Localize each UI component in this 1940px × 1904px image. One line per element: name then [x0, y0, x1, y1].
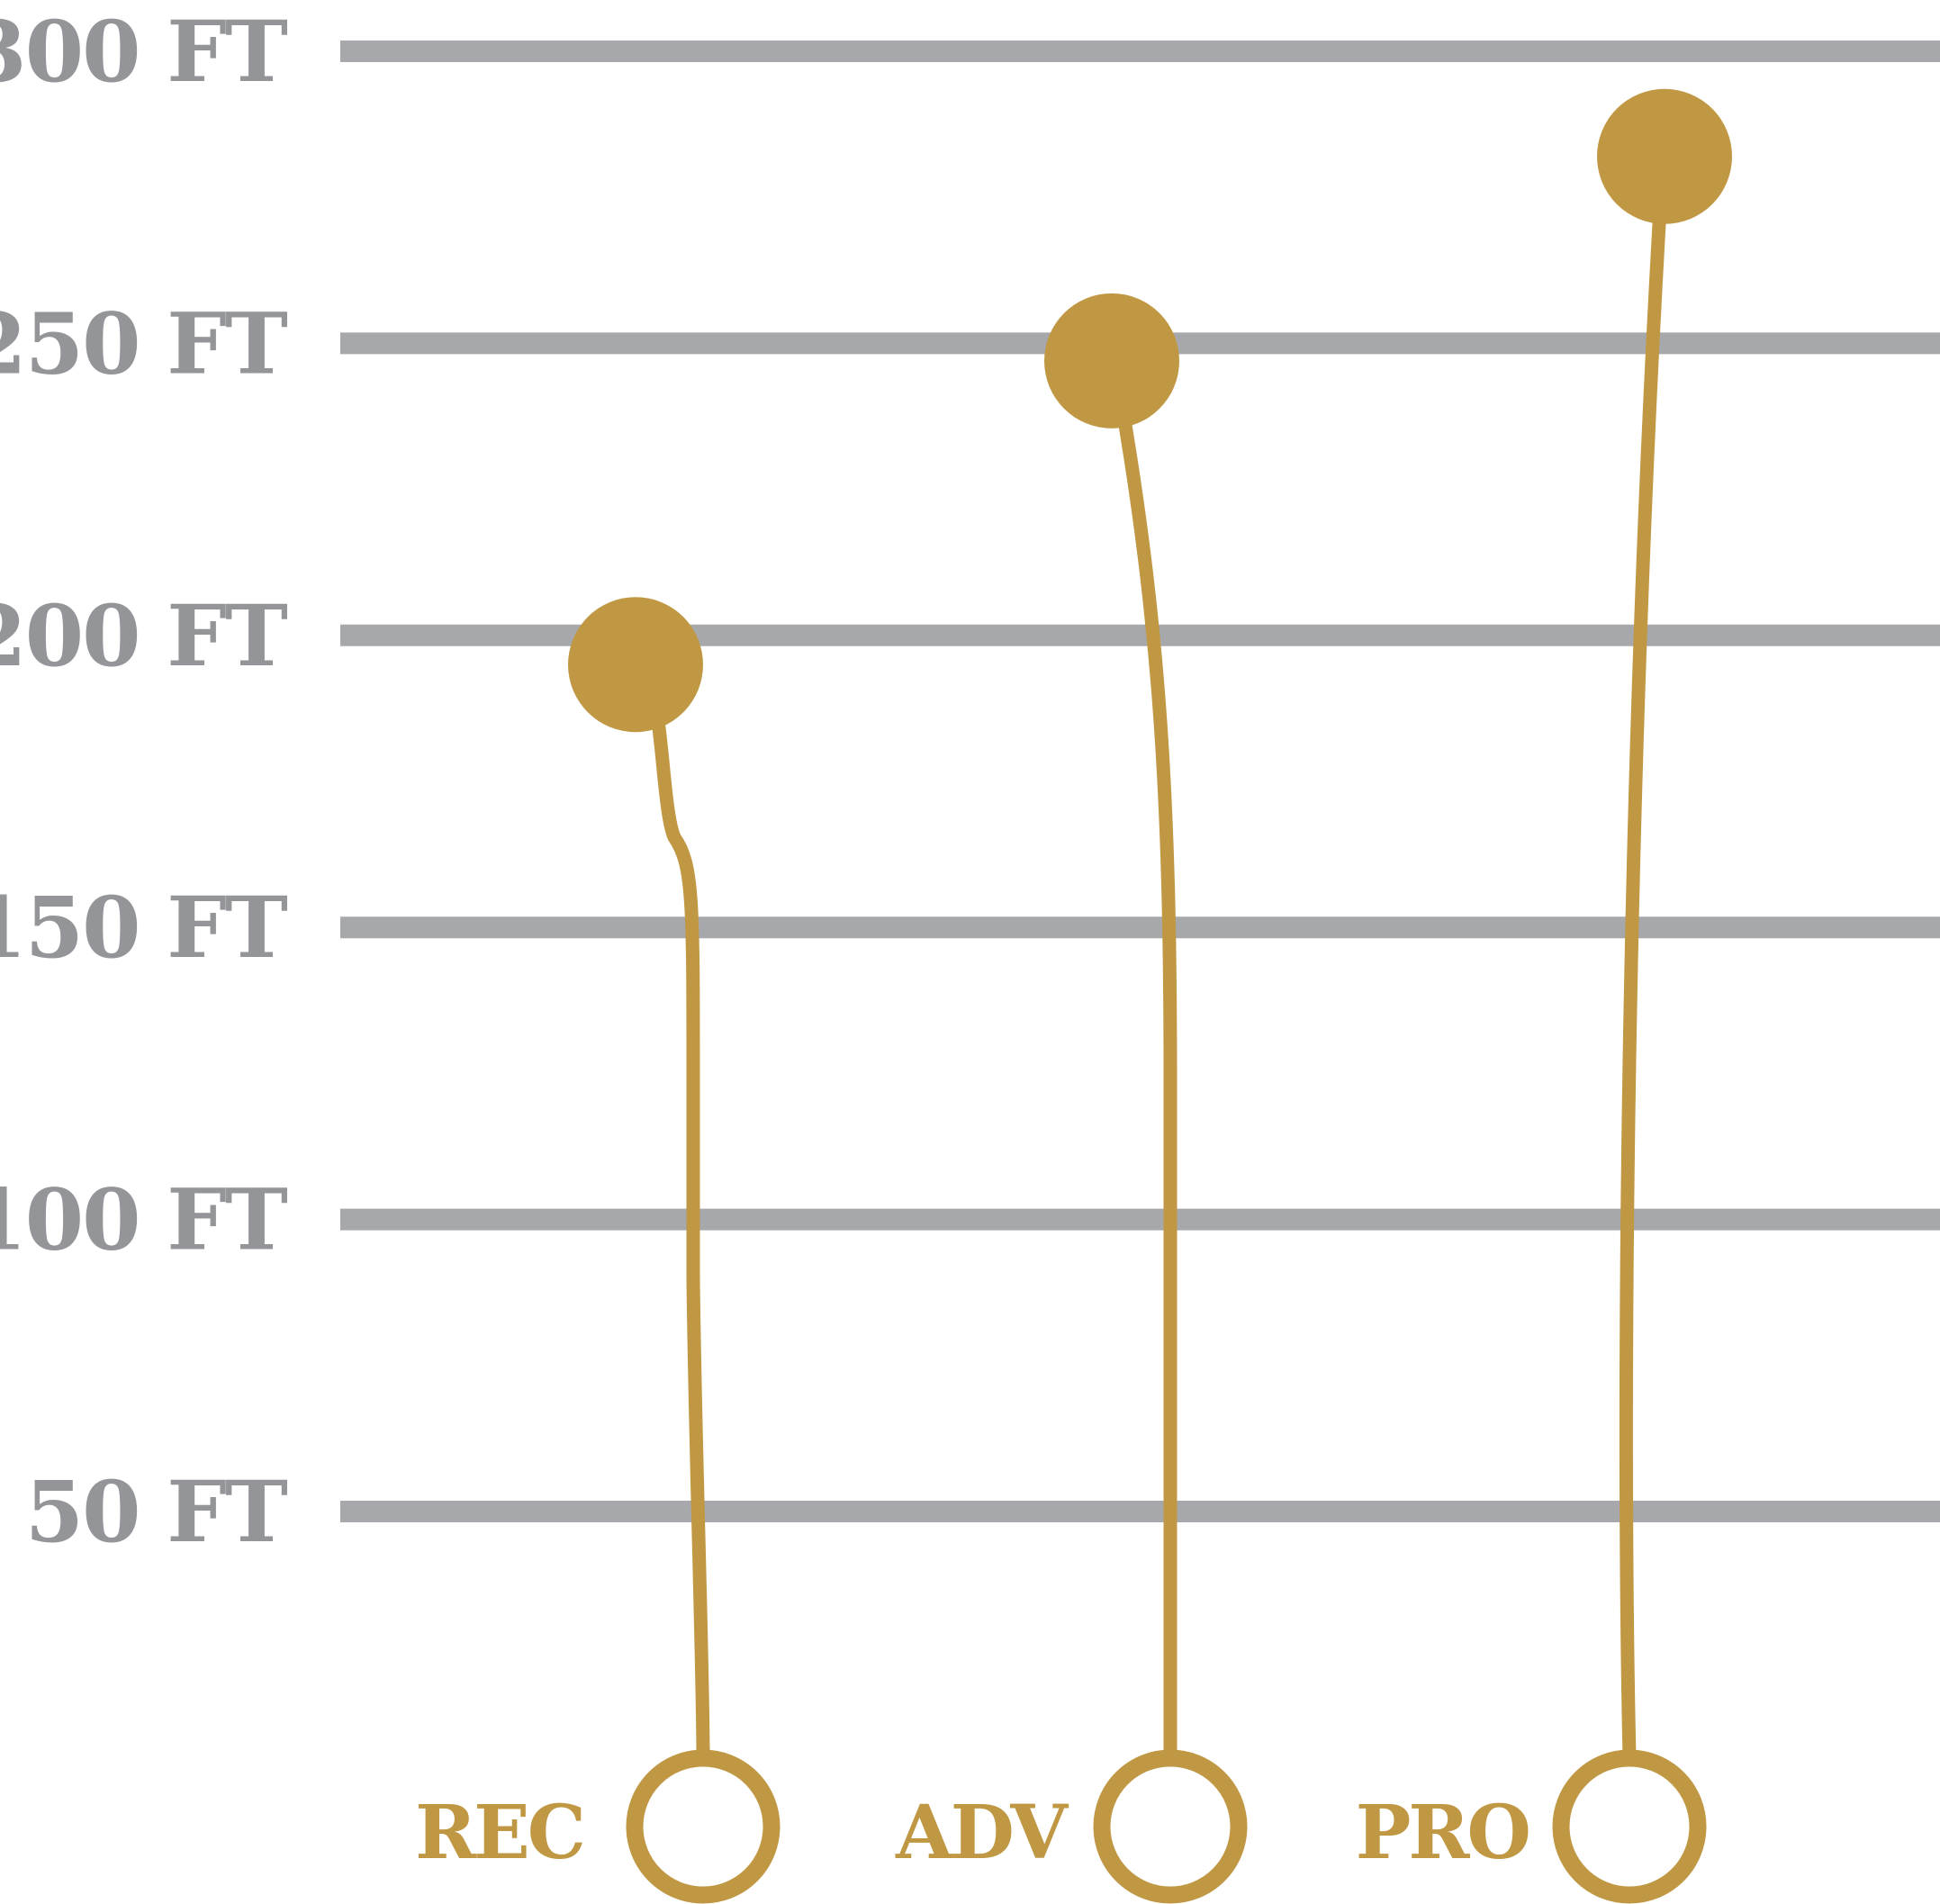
y-tick-label-300: 300 FT — [0, 3, 287, 102]
y-tick-label-100: 100 FT — [0, 1171, 287, 1270]
y-tick-labels: 50 FT 100 FT 150 FT 200 FT 250 FT 300 FT — [0, 3, 289, 1562]
start-rings — [626, 1749, 1707, 1904]
trajectory-line-adv — [1112, 381, 1178, 1765]
y-tick-label-50: 50 FT — [25, 1463, 287, 1562]
data-point-rec — [568, 597, 703, 733]
trajectory-lines — [642, 185, 1668, 1765]
start-ring-adv — [1093, 1749, 1248, 1904]
trajectory-line-rec — [642, 680, 710, 1765]
data-points — [568, 88, 1732, 733]
y-tick-label-250: 250 FT — [0, 294, 287, 393]
category-labels: REC ADV PRO — [415, 1790, 1531, 1876]
data-point-pro — [1597, 88, 1732, 224]
category-label-pro: PRO — [1356, 1790, 1529, 1876]
category-label-rec: REC — [415, 1790, 583, 1876]
y-tick-label-150: 150 FT — [0, 879, 287, 978]
trajectory-line-pro — [1619, 185, 1668, 1765]
start-ring-rec — [626, 1749, 781, 1904]
y-tick-label-200: 200 FT — [0, 587, 287, 686]
category-label-adv: ADV — [895, 1790, 1069, 1876]
start-ring-pro — [1552, 1749, 1707, 1904]
grid-lines — [340, 41, 1940, 1522]
data-point-adv — [1044, 293, 1179, 429]
